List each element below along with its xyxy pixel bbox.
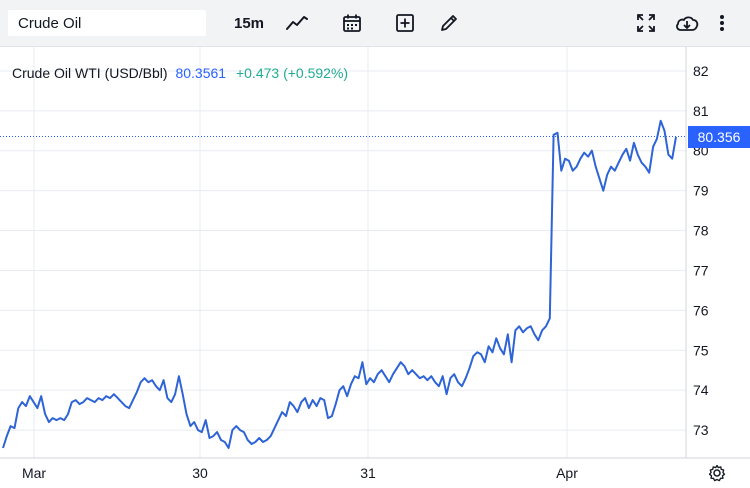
x-tick-label: Mar [22,465,46,481]
chart-grid [0,47,686,458]
interval-button[interactable]: 15m [233,14,265,32]
y-tick-label: 75 [693,342,709,358]
y-tick-label: 82 [693,63,709,79]
y-tick-label: 78 [693,223,709,239]
current-price-label: 80.356 [688,126,750,148]
calendar-icon[interactable] [339,11,365,35]
chart-series [0,119,686,449]
pencil-icon[interactable] [436,11,462,35]
x-tick-label: 31 [360,465,376,481]
x-tick-label: 30 [192,465,208,481]
gear-icon[interactable] [708,464,726,482]
chart-legend: Crude Oil WTI (USD/Bbl) 80.3561 +0.473 (… [12,65,348,81]
y-tick-label: 74 [693,382,709,398]
y-tick-label: 81 [693,103,709,119]
legend-change: +0.473 (+0.592%) [235,65,349,81]
cloud-download-icon[interactable] [673,11,701,35]
chart-toolbar: Crude Oil 15m [0,0,750,47]
fullscreen-icon[interactable] [633,11,659,35]
symbol-search-value: Crude Oil [18,15,82,32]
y-tick-label: 77 [693,262,709,278]
y-tick-label: 79 [693,183,709,199]
more-options-icon[interactable] [712,11,732,35]
price-series-line [2,119,677,449]
add-indicator-icon[interactable] [392,11,418,35]
x-tick-label: Apr [556,465,578,481]
y-tick-label: 76 [693,302,709,318]
legend-last-price: 80.3561 [175,65,227,81]
legend-symbol: Crude Oil WTI (USD/Bbl) [12,65,168,81]
y-tick-label: 73 [693,422,709,438]
chart-type-icon[interactable] [284,11,310,35]
symbol-search-input[interactable]: Crude Oil [8,10,206,36]
